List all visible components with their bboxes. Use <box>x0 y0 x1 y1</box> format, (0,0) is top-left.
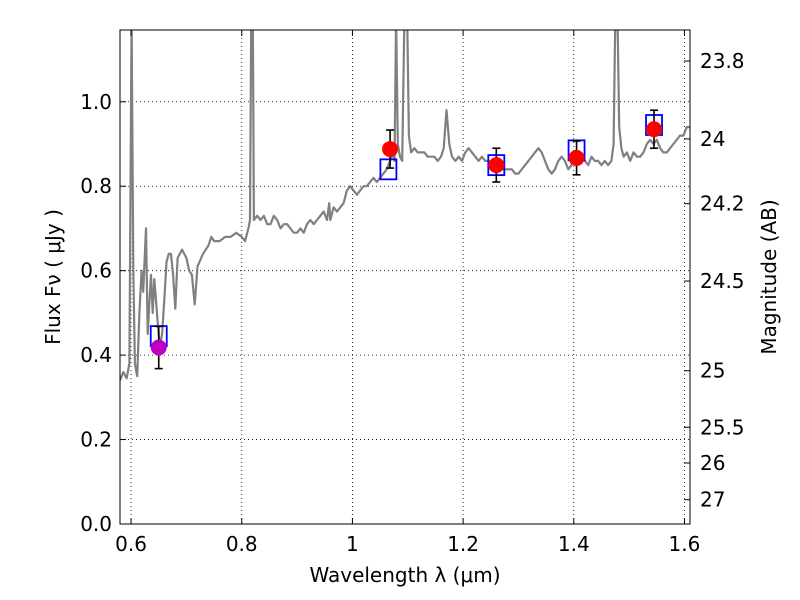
observed-point <box>150 339 167 356</box>
x-tick-label: 1 <box>346 532 359 556</box>
mag-tick-label: 24.2 <box>700 192 745 216</box>
series-layer <box>120 30 690 381</box>
observed-point <box>488 157 505 174</box>
y-axis-left-label: Flux Fν ( μJy ) <box>41 209 65 345</box>
mag-tick-label: 27 <box>700 488 725 512</box>
mag-tick-label: 24 <box>700 127 725 151</box>
y-tick-label: 1.0 <box>80 90 112 114</box>
y-tick-label: 0.0 <box>80 512 112 536</box>
mag-tick-label: 24.5 <box>700 269 745 293</box>
x-axis-label: Wavelength λ (μm) <box>309 563 500 587</box>
x-tick-label: 1.2 <box>447 532 479 556</box>
y-tick-label: 0.6 <box>80 259 112 283</box>
ticks: 0.6 0.8 1 1.2 1.4 1.6 0.0 0.2 0.4 0.6 0.8 1.0 23.8 24… <box>80 30 745 556</box>
observed-point <box>646 121 663 138</box>
observed-point <box>382 141 399 158</box>
mag-tick-label: 25 <box>700 359 725 383</box>
x-tick-label: 1.4 <box>558 532 590 556</box>
observed-point <box>568 149 585 166</box>
model-band-square <box>379 158 398 181</box>
x-tick-label: 1.6 <box>669 532 701 556</box>
model-spectrum-line <box>120 30 690 381</box>
marker-layer <box>149 109 663 370</box>
x-tick-label: 0.6 <box>115 532 147 556</box>
mag-tick-label: 26 <box>700 451 725 475</box>
y-tick-label: 0.2 <box>80 428 112 452</box>
mag-tick-label: 23.8 <box>700 49 745 73</box>
y-tick-label: 0.4 <box>80 343 112 367</box>
y-axis-right-label: Magnitude (AB) <box>757 199 781 354</box>
plot-frame <box>119 29 691 525</box>
plot-area <box>120 30 690 524</box>
x-tick-label: 0.8 <box>226 532 258 556</box>
y-tick-label: 0.8 <box>80 174 112 198</box>
mag-tick-label: 25.5 <box>700 415 745 439</box>
